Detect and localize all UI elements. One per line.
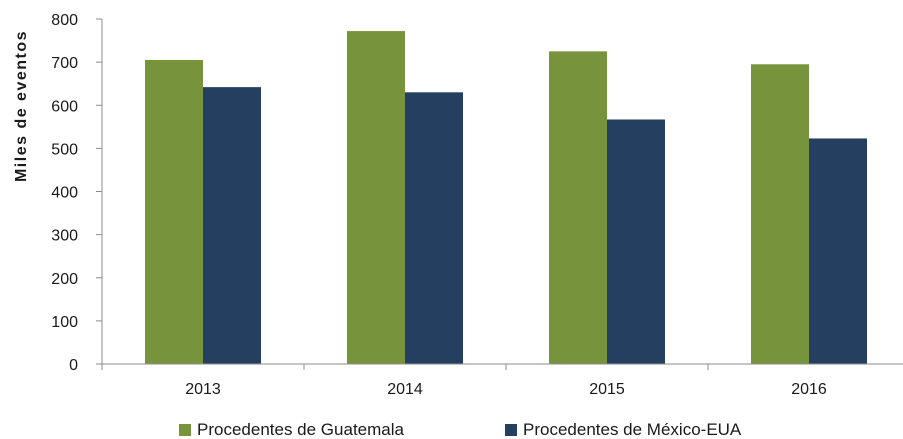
- y-tick-label: 100: [51, 314, 78, 331]
- legend-swatch-mexico-eua: [505, 424, 517, 436]
- bar-guatemala: [549, 51, 607, 364]
- bar-guatemala: [145, 59, 203, 364]
- bar-guatemala: [347, 31, 405, 364]
- y-tick-label: 600: [51, 98, 78, 115]
- x-tick-label: 2013: [185, 381, 221, 398]
- y-tick-label: 0: [69, 357, 78, 374]
- axes-layer: 0 100 200 300 400 500 600 700 800 2013 2014 2015 201…: [51, 12, 903, 398]
- y-tick-label: 700: [51, 55, 78, 72]
- y-tick-label: 800: [51, 12, 78, 29]
- bar-mexico-eua: [203, 87, 261, 364]
- legend: Procedentes de Guatemala Procedentes de M…: [179, 420, 742, 439]
- legend-swatch-guatemala: [179, 424, 191, 436]
- y-tick-label: 200: [51, 271, 78, 288]
- legend-label-guatemala: Procedentes de Guatemala: [197, 420, 405, 439]
- y-tick-label: 500: [51, 141, 78, 158]
- bars-layer: [145, 31, 867, 364]
- x-tick-label: 2016: [791, 381, 827, 398]
- y-tick-label: 300: [51, 228, 78, 245]
- y-tick-label: 400: [51, 185, 78, 202]
- bar-mexico-eua: [607, 119, 665, 364]
- x-tick-label: 2014: [387, 381, 423, 398]
- legend-label-mexico-eua: Procedentes de México-EUA: [523, 420, 742, 439]
- bar-guatemala: [751, 64, 809, 364]
- x-tick-label: 2015: [589, 381, 625, 398]
- bar-mexico-eua: [405, 92, 463, 364]
- y-axis-title: Miles de eventos: [13, 30, 30, 182]
- bar-mexico-eua: [809, 138, 867, 364]
